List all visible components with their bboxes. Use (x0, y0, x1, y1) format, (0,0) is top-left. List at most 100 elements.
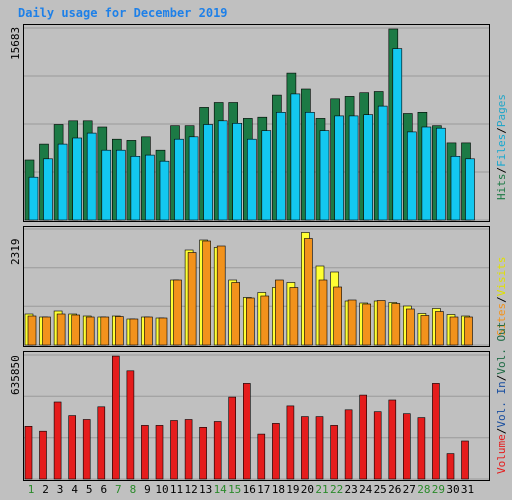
x-tick-label-22: 22 (329, 483, 344, 496)
bar-hits-files-files-25 (377, 105, 388, 221)
x-tick-label-15: 15 (228, 483, 242, 496)
bar-hits-files-files-7 (116, 149, 126, 221)
x-tick-label-18: 18 (271, 483, 286, 496)
bar-sites-visits-sites-21 (318, 279, 328, 346)
bar-sites-visits-sites-3 (56, 313, 66, 346)
bar-sites-visits-sites-8 (129, 318, 139, 346)
x-tick-label-20: 20 (300, 483, 315, 496)
x-tick-label-11: 11 (169, 483, 184, 496)
x-tick-label-26: 26 (388, 483, 402, 496)
x-tick-label-19: 19 (286, 483, 300, 496)
bar-hits-files-files-31 (465, 158, 475, 221)
bar-volume-volume-22 (330, 425, 338, 480)
bar-volume-volume-15 (228, 396, 236, 480)
bar-volume-volume-29 (432, 383, 440, 480)
x-tick-label-4: 4 (71, 483, 78, 496)
bar-sites-visits-sites-29 (435, 311, 444, 346)
x-tick-label-16: 16 (242, 483, 256, 496)
bar-volume-volume-20 (301, 416, 309, 480)
bar-sites-visits-sites-6 (100, 316, 110, 346)
bar-sites-visits-sites-19 (289, 287, 299, 346)
bar-sites-visits-sites-10 (158, 317, 168, 346)
x-tick-label-6: 6 (100, 483, 108, 496)
bar-hits-files-files-16 (247, 138, 257, 221)
bar-sites-visits-sites-31 (464, 316, 473, 346)
bar-hits-files-files-29 (436, 127, 446, 221)
bar-volume-volume-10 (155, 425, 164, 480)
bar-volume-volume-3 (53, 401, 62, 480)
bar-volume-volume-12 (184, 419, 193, 480)
bar-hits-files-files-5 (86, 132, 97, 221)
bar-hits-files-files-24 (363, 114, 374, 221)
bar-sites-visits-sites-18 (275, 279, 284, 346)
x-tick-label-2: 2 (42, 483, 49, 496)
x-tick-label-30: 30 (446, 483, 460, 496)
chart-title: Daily usage for December 2019 (18, 6, 228, 20)
bar-hits-files-files-20 (305, 112, 315, 221)
bar-sites-visits-sites-7 (115, 316, 124, 346)
x-tick-label-24: 24 (359, 483, 373, 496)
x-tick-label-12: 12 (184, 483, 198, 496)
bar-hits-files-files-21 (319, 130, 330, 221)
bar-sites-visits-sites-20 (304, 238, 313, 346)
bar-volume-volume-17 (257, 433, 266, 480)
x-tick-label-21: 21 (315, 483, 329, 496)
bar-sites-visits-sites-22 (333, 286, 342, 346)
bar-sites-visits-sites-4 (71, 314, 80, 346)
bar-sites-visits-sites-5 (85, 316, 95, 346)
bar-hits-files-files-30 (450, 156, 461, 221)
bar-sites-visits-sites-17 (260, 295, 270, 346)
bar-volume-volume-14 (213, 421, 222, 480)
bar-hits-files-files-3 (57, 143, 68, 221)
bar-hits-files-files-14 (217, 120, 228, 221)
bar-hits-files-files-2 (43, 158, 53, 221)
x-tick-label-31: 31 (460, 483, 475, 496)
bar-hits-files-files-4 (72, 137, 82, 221)
x-tick-label-28: 28 (417, 483, 431, 496)
bar-sites-visits-sites-15 (231, 282, 240, 346)
bar-volume-volume-13 (199, 426, 207, 480)
x-tick-label-10: 10 (155, 483, 169, 496)
bar-volume-volume-5 (82, 419, 91, 480)
bar-volume-volume-18 (272, 423, 280, 480)
bar-sites-visits-sites-2 (42, 316, 51, 346)
bar-hits-files-files-17 (261, 130, 272, 221)
x-tick-label-29: 29 (431, 483, 446, 496)
x-tick-label-17: 17 (257, 483, 271, 496)
bar-volume-volume-24 (359, 394, 368, 480)
bar-volume-volume-31 (461, 440, 469, 480)
bar-hits-files-files-11 (174, 138, 184, 221)
bar-sites-visits-sites-16 (246, 297, 255, 346)
bar-volume-volume-1 (24, 425, 33, 480)
bar-hits-files-files-15 (232, 123, 242, 221)
bar-volume-volume-30 (446, 453, 455, 480)
bar-hits-files-files-8 (130, 156, 141, 221)
x-tick-label-14: 14 (213, 483, 227, 496)
bar-hits-files-files-23 (348, 115, 359, 221)
x-tick-label-5: 5 (85, 483, 93, 496)
bar-hits-files-files-19 (290, 93, 301, 221)
bar-sites-visits-sites-25 (376, 300, 386, 346)
bar-volume-volume-25 (373, 411, 382, 480)
bar-sites-visits-sites-9 (144, 316, 153, 346)
bar-sites-visits-sites-13 (202, 240, 211, 346)
bar-sites-visits-sites-23 (347, 299, 357, 346)
bar-volume-volume-8 (126, 370, 135, 480)
bar-sites-visits-sites-27 (405, 308, 415, 346)
x-tick-label-23: 23 (344, 483, 358, 496)
bar-sites-visits-sites-1 (27, 315, 37, 346)
bar-hits-files-files-22 (334, 115, 344, 221)
bar-volume-volume-7 (112, 355, 120, 480)
bar-volume-volume-2 (39, 430, 47, 480)
x-tick-label-25: 25 (373, 483, 387, 496)
bar-volume-volume-28 (417, 417, 426, 480)
bar-volume-volume-9 (141, 425, 149, 480)
bar-hits-files-files-27 (406, 131, 417, 221)
bar-volume-volume-4 (68, 415, 76, 480)
bar-sites-visits-sites-11 (173, 279, 182, 346)
x-tick-label-7: 7 (114, 483, 122, 496)
bar-sites-visits-sites-14 (216, 245, 226, 346)
bar-volume-volume-21 (315, 416, 324, 480)
bar-volume-volume-26 (388, 399, 397, 480)
